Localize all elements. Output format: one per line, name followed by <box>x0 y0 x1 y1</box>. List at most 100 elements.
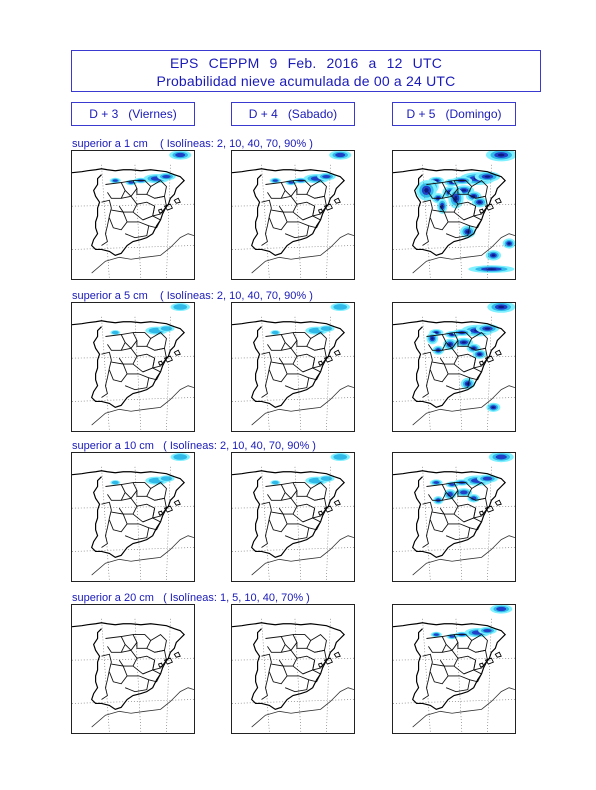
africa-coastline <box>412 687 515 728</box>
row-label-5cm: superior a 5 cm ( Isolíneas: 2, 10, 40, … <box>72 290 313 302</box>
region-border <box>152 347 167 369</box>
balearic-island <box>173 197 181 204</box>
region-border <box>142 517 162 531</box>
balearic-island <box>163 203 173 211</box>
region-border <box>467 332 488 351</box>
region-border <box>133 180 152 195</box>
region-border <box>429 361 449 383</box>
graticule-line <box>232 547 354 552</box>
graticule-line <box>422 466 431 581</box>
graticule-line <box>232 657 354 661</box>
snow-probability-area <box>431 337 434 340</box>
graticule-line <box>455 466 463 581</box>
snow-probability-area <box>507 242 511 245</box>
region-border <box>467 634 488 653</box>
region-border <box>152 649 167 671</box>
graticule-line <box>101 316 110 431</box>
region-border <box>142 215 162 229</box>
region-border <box>306 180 327 199</box>
iberia-coastline <box>232 470 345 558</box>
region-border <box>265 182 286 199</box>
snow-probability-area <box>433 481 440 484</box>
graticule-line <box>134 618 142 733</box>
balearic-island <box>323 505 333 513</box>
balearic-island <box>484 657 494 665</box>
snow-probability-area <box>486 268 497 270</box>
portugal-border <box>261 199 272 246</box>
portugal-border <box>261 351 272 398</box>
graticule-line <box>393 397 515 402</box>
region-border <box>118 497 138 515</box>
iberia-coastline <box>72 470 185 558</box>
region-border <box>302 367 322 381</box>
portugal-border <box>101 199 112 246</box>
row-label-10cm: superior a 10 cm ( Isolíneas: 2, 10, 40,… <box>72 440 316 452</box>
region-border <box>146 482 167 501</box>
map-panel-r2-c0 <box>71 452 195 582</box>
map-panel-r3-c0 <box>71 604 195 734</box>
map-panel-r0-c0 <box>71 150 195 280</box>
region-border <box>454 332 473 347</box>
balearic-island <box>494 651 502 658</box>
region-border <box>467 482 488 501</box>
snow-probability-area <box>496 606 507 612</box>
region-border <box>463 367 483 381</box>
graticule-line <box>232 203 354 207</box>
region-border <box>439 347 459 365</box>
iberia-coastline <box>393 470 506 558</box>
region-border <box>293 634 312 649</box>
iberia-coastline <box>393 320 506 408</box>
africa-coastline <box>412 385 515 426</box>
region-border <box>473 347 488 369</box>
africa-coastline <box>412 233 515 274</box>
iberia-coastline <box>232 320 345 408</box>
title-line-1: EPS CEPPM 9 Feb. 2016 a 12 UTC <box>169 55 443 71</box>
graticule-line <box>72 505 194 509</box>
region-border <box>124 373 150 391</box>
region-border <box>284 221 310 239</box>
region-border <box>473 497 488 519</box>
iberia-map <box>72 618 194 733</box>
graticule-line <box>487 164 492 279</box>
graticule-line <box>487 618 492 733</box>
region-border <box>124 523 150 541</box>
balearic-island <box>484 505 494 513</box>
balearic-island <box>158 208 164 214</box>
snow-probability-area <box>335 152 346 158</box>
region-border <box>133 332 152 347</box>
graticule-line <box>393 245 515 250</box>
region-border <box>454 180 473 195</box>
iberia-coastline <box>393 168 506 256</box>
graticule-line <box>232 505 354 509</box>
africa-coastline <box>91 687 194 728</box>
graticule-line <box>72 245 194 250</box>
graticule-line <box>455 316 463 431</box>
region-border <box>306 332 327 351</box>
portugal-border <box>422 351 433 398</box>
region-border <box>268 663 288 685</box>
map-panel-r1-c2 <box>392 302 516 432</box>
snow-probability-area <box>160 476 173 481</box>
graticule-line <box>393 547 515 552</box>
balearic-island <box>318 662 324 668</box>
snow-probability-area <box>461 341 466 344</box>
graticule-line <box>393 699 515 704</box>
region-border <box>268 361 288 383</box>
graticule-line <box>166 466 171 581</box>
region-border <box>278 497 298 515</box>
graticule-line <box>232 699 354 704</box>
graticule-line <box>294 164 302 279</box>
region-border <box>146 634 167 653</box>
region-border <box>268 209 288 231</box>
day-header-d5: D + 5 (Domingo) <box>392 102 516 126</box>
snow-probability-area <box>322 174 331 179</box>
balearic-island <box>494 197 502 204</box>
graticule-line <box>134 316 142 431</box>
balearic-island <box>484 355 494 363</box>
map-panel-r0-c1 <box>231 150 355 280</box>
graticule-line <box>326 466 331 581</box>
region-border <box>302 215 322 229</box>
graticule-line <box>166 316 171 431</box>
snow-probability-area <box>320 476 333 481</box>
map-panel-r2-c2 <box>392 452 516 582</box>
